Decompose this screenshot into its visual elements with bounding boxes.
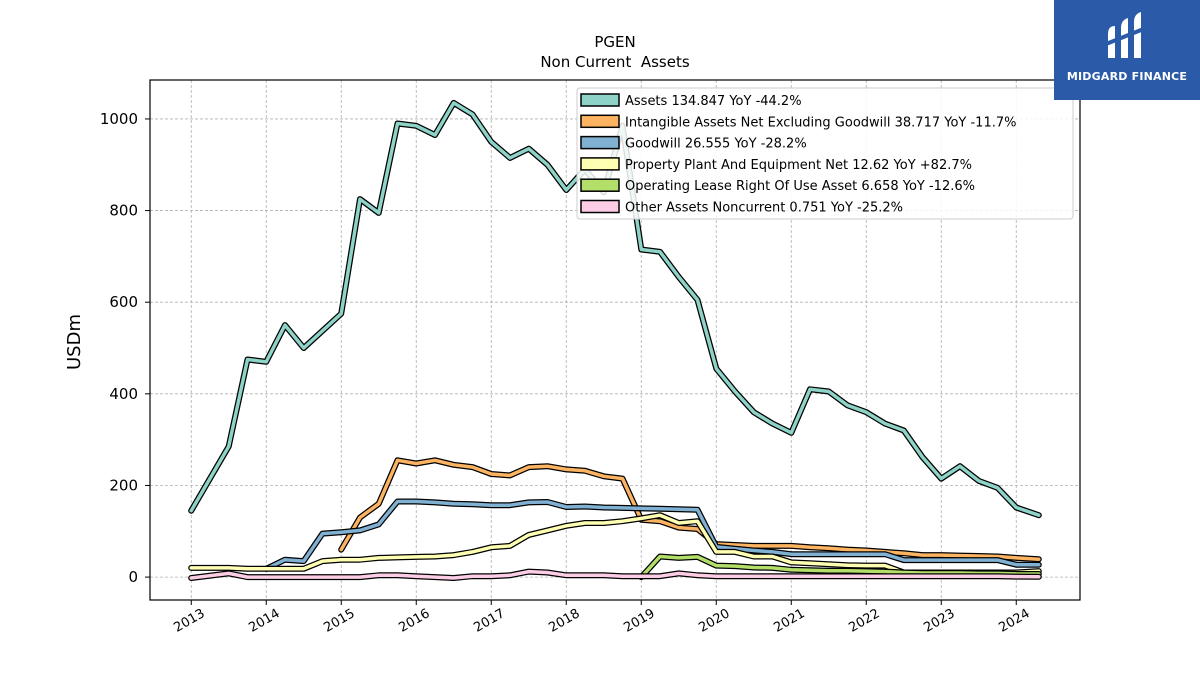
series-line-5 — [189, 569, 1041, 580]
x-tick-label: 2014 — [246, 606, 282, 636]
x-tick-label: 2023 — [921, 606, 957, 636]
x-tick-label: 2013 — [171, 606, 207, 636]
x-tick-label: 2021 — [771, 606, 807, 636]
legend-label-2: Goodwill 26.555 YoY -28.2% — [625, 137, 807, 152]
legend-swatch-1 — [580, 114, 620, 129]
midgard-logo-icon — [1105, 12, 1147, 58]
y-tick-label: 600 — [109, 293, 138, 311]
x-tick-label: 2024 — [996, 606, 1032, 636]
legend-swatch-5 — [580, 199, 620, 214]
y-tick-label: 0 — [128, 568, 138, 586]
x-tick-label: 2020 — [696, 606, 732, 636]
x-tick-label: 2016 — [396, 606, 432, 636]
x-tick-label: 2018 — [546, 606, 582, 636]
legend-label-4: Operating Lease Right Of Use Asset 6.658… — [625, 179, 975, 194]
legend-swatch-4 — [580, 178, 620, 192]
y-tick-label: 200 — [109, 476, 138, 494]
x-tick-label: 2022 — [846, 606, 882, 636]
brand-logo: MIDGARD FINANCE — [1054, 0, 1200, 100]
legend-swatch-2 — [580, 135, 620, 150]
legend-label-1: Intangible Assets Net Excluding Goodwill… — [625, 115, 1016, 130]
chart-title: PGEN — [594, 33, 635, 51]
plot-frame — [149, 79, 1081, 601]
legend-swatch-0 — [580, 93, 620, 107]
x-tick-label: 2019 — [621, 606, 657, 636]
x-tick-label: 2017 — [471, 606, 507, 636]
series-line-2 — [264, 499, 1041, 571]
series-lines — [188, 99, 1042, 581]
legend-label-5: Other Assets Noncurrent 0.751 YoY -25.2% — [625, 201, 903, 216]
y-tick-label: 800 — [109, 202, 138, 220]
legend-label-3: Property Plant And Equipment Net 12.62 Y… — [625, 158, 972, 173]
legend-box — [576, 87, 1074, 220]
series-line-1 — [339, 458, 1041, 561]
logo-text: MIDGARD FINANCE — [1066, 70, 1188, 83]
legend: Assets 134.847 YoY -44.2% Intangible Asse… — [576, 87, 1074, 220]
x-tick-label: 2015 — [321, 606, 357, 636]
legend-swatch-3 — [580, 157, 620, 171]
y-tick-label: 1000 — [100, 110, 138, 128]
y-tick-label: 400 — [109, 385, 138, 403]
legend-label-0: Assets 134.847 YoY -44.2% — [625, 94, 802, 109]
y-axis-label: USDm — [64, 314, 85, 370]
chart-subtitle: Non Current Assets — [540, 53, 690, 71]
